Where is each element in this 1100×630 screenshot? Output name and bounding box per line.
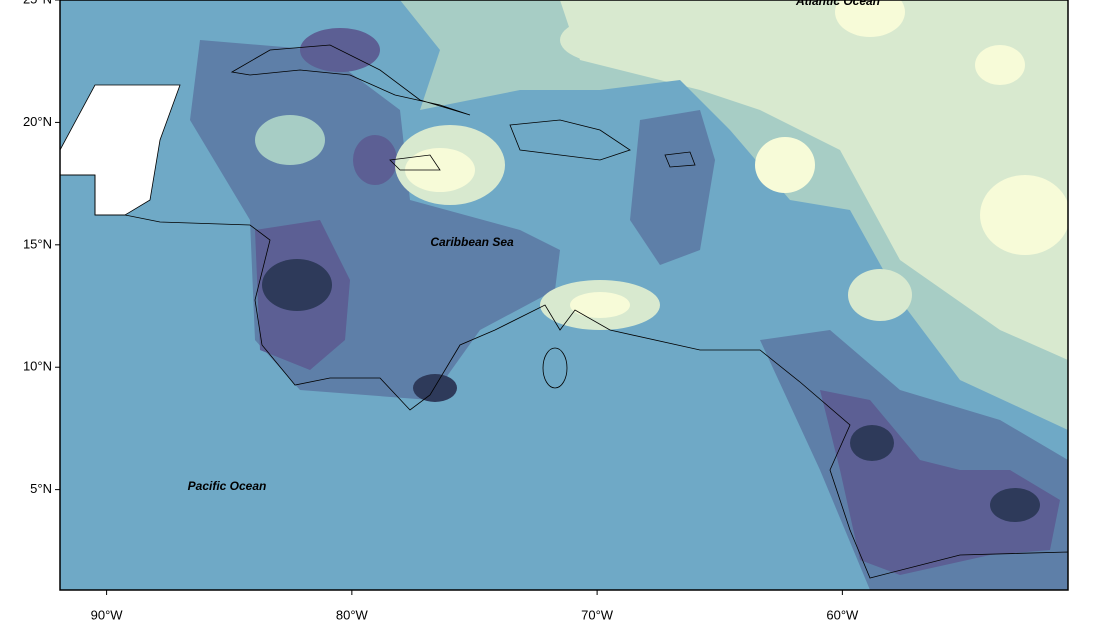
y-tick-label: 15°N: [23, 236, 52, 251]
ocean-label: Pacific Ocean: [188, 479, 267, 493]
y-tick-label: 5°N: [30, 481, 52, 496]
x-tick-label: 60°W: [826, 607, 859, 622]
x-tick-label: 80°W: [336, 607, 369, 622]
x-tick-label: 70°W: [581, 607, 614, 622]
x-tick-label: 90°W: [91, 607, 124, 622]
y-tick-label: 25°N: [23, 0, 52, 6]
sea-label: Caribbean Sea: [430, 235, 514, 249]
y-tick-label: 10°N: [23, 359, 52, 374]
shaded-field: [60, 0, 1068, 590]
ocean-label: Atlantic Ocean: [795, 0, 880, 8]
map-frame: [59, 0, 1069, 591]
y-tick-label: 20°N: [23, 114, 52, 129]
